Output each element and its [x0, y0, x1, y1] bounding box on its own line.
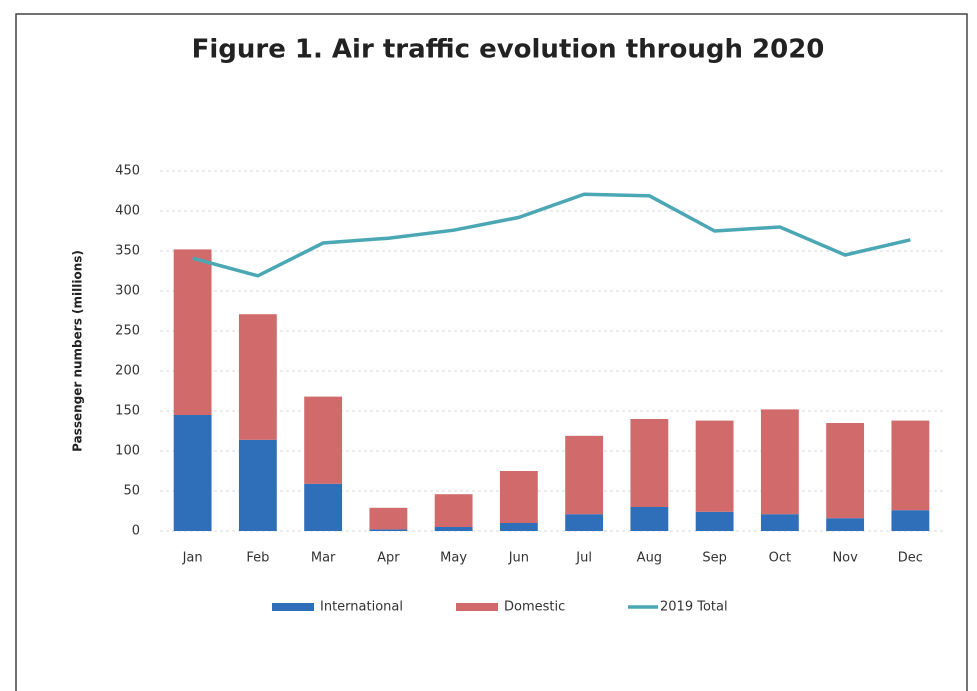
x-tick-label: Nov: [832, 551, 858, 566]
bar: [565, 435, 604, 515]
bar: [369, 507, 408, 530]
bar: [891, 510, 930, 531]
legend-swatch: [272, 603, 314, 611]
y-tick-label: 350: [115, 244, 140, 259]
bar: [826, 518, 865, 531]
bar: [499, 471, 538, 523]
y-tick-label: 250: [115, 324, 140, 339]
bar: [434, 527, 473, 531]
y-tick-label: 0: [132, 524, 140, 539]
bar: [369, 529, 408, 531]
x-tick-label: Dec: [898, 551, 923, 566]
y-tick-label: 200: [115, 364, 140, 379]
bar: [238, 439, 277, 531]
chart-title: Figure 1. Air traffic evolution through …: [192, 35, 825, 65]
x-tick-label: Apr: [377, 551, 400, 566]
bar: [434, 494, 473, 527]
y-tick-label: 450: [115, 164, 140, 179]
legend-swatch: [456, 603, 498, 611]
y-tick-label: 150: [115, 404, 140, 419]
x-tick-label: Jun: [508, 551, 529, 566]
bar: [760, 409, 799, 515]
bar: [891, 420, 930, 511]
legend-label: Domestic: [504, 600, 565, 615]
y-tick-label: 300: [115, 284, 140, 299]
bar: [695, 420, 734, 512]
legend-label: 2019 Total: [660, 600, 728, 615]
bar: [630, 507, 669, 531]
bar: [499, 523, 538, 531]
bar: [760, 514, 799, 531]
x-tick-label: Mar: [311, 551, 336, 566]
bar: [173, 415, 212, 531]
bar: [630, 419, 669, 507]
x-tick-label: Jan: [182, 551, 203, 566]
bar: [565, 514, 604, 531]
bar: [238, 314, 277, 440]
y-tick-label: 400: [115, 204, 140, 219]
x-tick-label: Feb: [246, 551, 269, 566]
legend-label: International: [320, 600, 403, 615]
line: [192, 192, 911, 278]
bar: [826, 423, 865, 519]
x-tick-label: Sep: [702, 551, 727, 566]
x-tick-label: Jul: [575, 551, 592, 566]
y-axis-label: Passenger numbers (millions): [71, 250, 85, 452]
x-tick-label: May: [440, 551, 467, 566]
frame: [15, 13, 968, 691]
bar: [173, 249, 212, 415]
bar: [304, 396, 343, 484]
bar: [304, 483, 343, 531]
y-tick-label: 50: [123, 484, 140, 499]
bar: [695, 511, 734, 531]
y-tick-label: 100: [115, 444, 140, 459]
x-tick-label: Aug: [637, 551, 662, 566]
x-tick-label: Oct: [769, 551, 791, 566]
